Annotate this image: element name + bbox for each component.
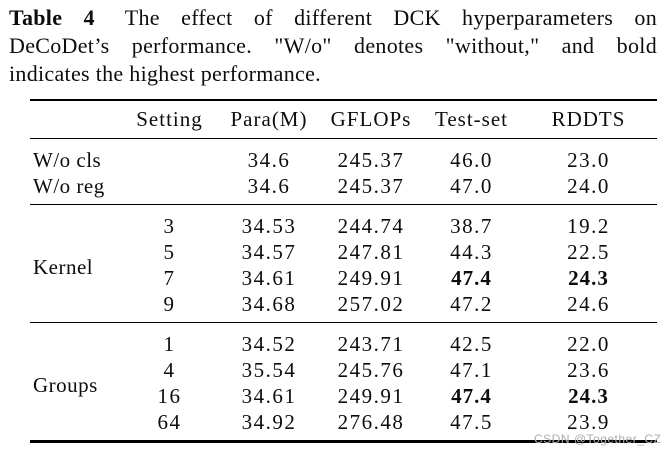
value-cell: 42.5 — [450, 332, 493, 356]
value-cell: 46.0 — [450, 148, 493, 172]
value-cell: 24.3 — [568, 384, 609, 408]
table-header: Setting Para(M) GFLOPs Test-set RDDTS — [30, 100, 657, 139]
watermark: CSDN @Together_CZ — [534, 432, 662, 446]
value-cell: 34.6 — [247, 174, 291, 198]
value-cell: 3 — [163, 214, 176, 238]
group-label: Kernel — [33, 255, 94, 279]
value-cell: 16 — [157, 384, 182, 408]
results-table: Setting Para(M) GFLOPs Test-set RDDTS W/… — [30, 99, 657, 443]
value-cell: 1 — [163, 332, 176, 356]
table-row: W/o reg 34.6 245.37 47.0 24.0 — [30, 173, 657, 205]
value-cell: 64 — [157, 410, 182, 434]
table-section: Groups 1 34.52 243.71 42.5 22.0 4 35.54 245.76 47… — [30, 322, 657, 442]
table-section: W/o cls 34.6 245.37 46.0 23.0 W/o reg 34.6 245.… — [30, 138, 657, 205]
row-label-cell: W/o cls — [33, 148, 102, 172]
value-cell: 34.6 — [247, 148, 291, 172]
table-row: 64 34.92 276.48 47.5 23.9 — [30, 409, 657, 442]
table-row: 9 34.68 257.02 47.2 24.6 — [30, 291, 657, 323]
table-row: Kernel 3 34.53 244.74 38.7 19.2 — [30, 205, 657, 279]
value-cell: 34.61 — [241, 266, 297, 290]
value-cell: 23.0 — [567, 148, 610, 172]
value-cell: 34.57 — [241, 240, 297, 264]
caption-line-3: indicates the highest performance. — [9, 61, 321, 86]
value-cell — [120, 139, 219, 174]
value-cell: 47.5 — [450, 410, 493, 434]
value-cell: 24.6 — [567, 292, 610, 316]
value-cell: 244.74 — [337, 214, 405, 238]
table-caption: Table 4 The effect of different DCK hype… — [9, 4, 657, 88]
value-cell: 35.54 — [241, 358, 297, 382]
table-section: Kernel 3 34.53 244.74 38.7 19.2 5 34.57 247.81 44… — [30, 204, 657, 323]
header-cell-param: Para(M) — [219, 100, 319, 139]
value-cell: 247.81 — [337, 240, 405, 264]
caption-line-1: Table 4 The effect of different DCK hype… — [9, 4, 657, 32]
header-cell-rddts: RDDTS — [520, 100, 657, 139]
caption-line-2: DeCoDet’s performance. "W/o" denotes "wi… — [9, 33, 657, 58]
value-cell: 34.61 — [241, 384, 297, 408]
group-label: Groups — [33, 373, 98, 397]
value-cell: 23.9 — [567, 410, 610, 434]
value-cell: 249.91 — [337, 266, 405, 290]
table-row: 7 34.61 249.91 47.4 24.3 — [30, 265, 657, 291]
value-cell: 24.0 — [567, 174, 610, 198]
row-label-cell: W/o reg — [33, 174, 105, 198]
value-cell: 9 — [163, 292, 176, 316]
value-cell: 245.37 — [337, 148, 405, 172]
value-cell: 47.2 — [450, 292, 493, 316]
value-cell: 245.37 — [337, 174, 405, 198]
table-row: 4 35.54 245.76 47.1 23.6 — [30, 357, 657, 383]
header-cell-gflops: GFLOPs — [319, 100, 423, 139]
table-row: W/o cls 34.6 245.37 46.0 23.0 — [30, 139, 657, 174]
value-cell: 23.6 — [567, 358, 610, 382]
table-row: Groups 1 34.52 243.71 42.5 22.0 — [30, 323, 657, 397]
value-cell: 7 — [163, 266, 176, 290]
value-cell: 34.52 — [241, 332, 297, 356]
value-cell: 44.3 — [450, 240, 493, 264]
header-cell-empty — [30, 100, 120, 139]
value-cell — [120, 173, 219, 205]
value-cell: 4 — [163, 358, 176, 382]
table-row: 5 34.57 247.81 44.3 22.5 — [30, 239, 657, 265]
value-cell: 34.92 — [241, 410, 297, 434]
table-row: 16 34.61 249.91 47.4 24.3 — [30, 383, 657, 409]
value-cell: 47.4 — [451, 266, 492, 290]
caption-title: Table 4 — [9, 5, 95, 30]
header-row: Setting Para(M) GFLOPs Test-set RDDTS — [30, 100, 657, 139]
caption-line1-text: The effect of different DCK hyperparamet… — [124, 5, 657, 30]
value-cell: 47.1 — [450, 358, 493, 382]
value-cell: 276.48 — [337, 410, 405, 434]
header-cell-testset: Test-set — [423, 100, 520, 139]
value-cell: 24.3 — [568, 266, 609, 290]
value-cell: 243.71 — [337, 332, 405, 356]
value-cell: 245.76 — [337, 358, 405, 382]
value-cell: 19.2 — [567, 214, 610, 238]
value-cell: 257.02 — [337, 292, 405, 316]
value-cell: 22.5 — [567, 240, 610, 264]
header-cell-setting: Setting — [120, 100, 219, 139]
value-cell: 5 — [163, 240, 176, 264]
value-cell: 249.91 — [337, 384, 405, 408]
value-cell: 47.0 — [450, 174, 493, 198]
value-cell: 22.0 — [567, 332, 610, 356]
value-cell: 38.7 — [450, 214, 493, 238]
value-cell: 34.68 — [241, 292, 297, 316]
value-cell: 47.4 — [451, 384, 492, 408]
value-cell: 34.53 — [241, 214, 297, 238]
